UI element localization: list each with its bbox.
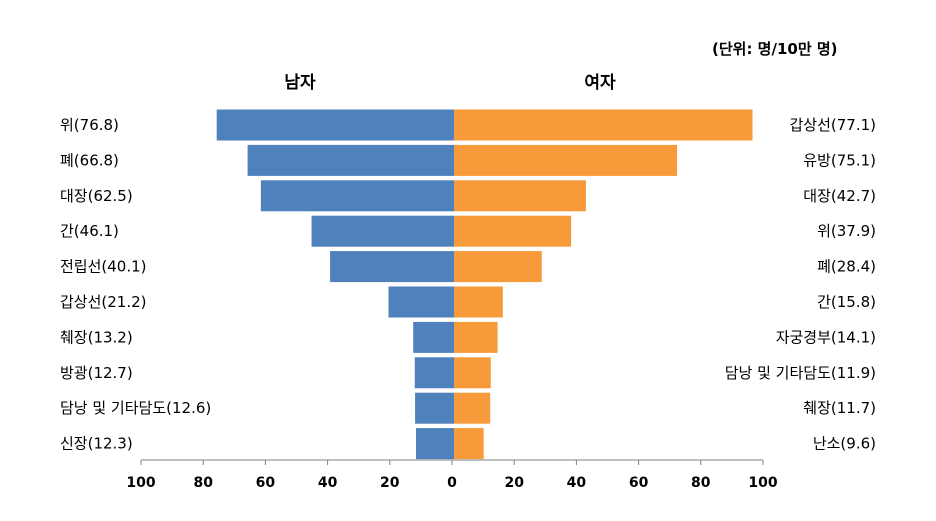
female-category-label: 갑상선(77.1) [789, 116, 876, 134]
female-category-label: 폐(28.4) [817, 258, 876, 276]
x-tick-label: 60 [629, 475, 649, 491]
male-category-label: 방광(12.7) [60, 364, 133, 382]
female-bar [454, 251, 542, 283]
x-tick-label: 20 [380, 475, 400, 491]
x-tick-label: 100 [748, 475, 777, 491]
female-bar [454, 286, 503, 318]
x-tick-label: 0 [447, 475, 457, 491]
female-bar [454, 392, 491, 424]
female-category-label: 난소(9.6) [813, 435, 876, 453]
male-bar [311, 215, 454, 247]
female-category-label: 췌장(11.7) [803, 399, 876, 417]
female-category-label: 유방(75.1) [803, 151, 876, 169]
male-category-label: 신장(12.3) [60, 435, 133, 453]
male-bar [415, 392, 454, 424]
male-category-label: 전립선(40.1) [60, 258, 147, 276]
x-tick-label: 40 [318, 475, 338, 491]
male-category-label: 간(46.1) [60, 222, 119, 240]
female-bar [454, 180, 586, 212]
x-tick-label: 20 [504, 475, 524, 491]
female-bar [454, 357, 491, 389]
male-bar [413, 321, 454, 353]
male-group-title: 남자 [284, 73, 316, 93]
female-category-label: 간(15.8) [817, 293, 876, 311]
unit-label: (단위: 명/10만 명) [712, 40, 838, 58]
female-category-label: 위(37.9) [817, 222, 876, 240]
male-bar [414, 357, 454, 389]
female-group-title: 여자 [584, 73, 616, 93]
female-bar [454, 215, 572, 247]
female-category-label: 자궁경부(14.1) [776, 328, 876, 346]
male-category-label: 담낭 및 기타담도(12.6) [60, 399, 211, 417]
female-bar [454, 144, 678, 176]
x-tick-label: 100 [126, 475, 155, 491]
male-bar [247, 144, 454, 176]
female-bar [454, 109, 753, 141]
x-tick-label: 40 [567, 475, 587, 491]
female-category-label: 대장(42.7) [803, 187, 876, 205]
female-bar [454, 321, 498, 353]
male-bar [260, 180, 454, 212]
male-category-label: 갑상선(21.2) [60, 293, 147, 311]
male-bar [216, 109, 454, 141]
x-tick-label: 80 [193, 475, 213, 491]
x-tick-label: 60 [256, 475, 276, 491]
male-bar [330, 251, 454, 283]
male-bar [388, 286, 454, 318]
male-bar [415, 428, 454, 460]
female-bar [454, 428, 484, 460]
female-category-label: 담낭 및 기타담도(11.9) [725, 364, 876, 382]
male-category-label: 대장(62.5) [60, 187, 133, 205]
x-tick-label: 80 [691, 475, 711, 491]
male-category-label: 폐(66.8) [60, 151, 119, 169]
male-category-label: 췌장(13.2) [60, 328, 133, 346]
male-category-label: 위(76.8) [60, 116, 119, 134]
